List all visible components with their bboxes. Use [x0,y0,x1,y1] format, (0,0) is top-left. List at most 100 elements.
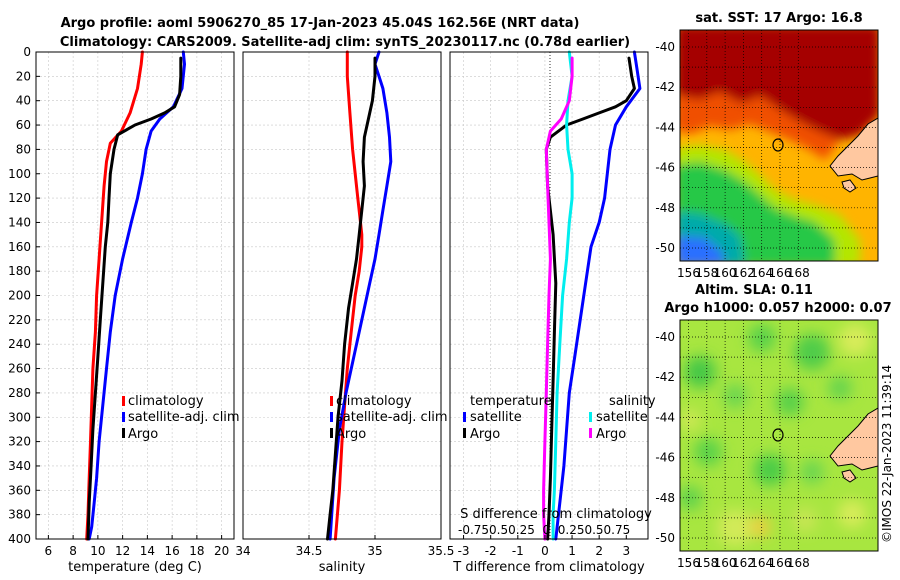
series-line-temperature-argo [544,56,636,541]
legend-argo: Argo [128,427,158,442]
x-tick-label: 2 [595,544,603,558]
lon-tick-label: 168 [787,556,810,570]
x-tick-label: 0 [541,544,549,558]
series-line-satellite-adj-clim [328,50,393,541]
x-tick-label: 20 [214,544,229,558]
title-line-2: Climatology: CARS2009. Satellite-adj cli… [60,35,630,50]
y-tick-label: 340 [8,459,31,473]
legend-swatch-t-satellite [463,412,466,422]
x-tick-label: 35 [367,544,382,558]
legend-climatology: climatology [128,394,204,409]
legend-header-salinity: salinity [609,394,656,409]
lon-tick-label: 158 [695,556,718,570]
lon-tick-label: 166 [769,266,792,280]
y-tick-label: 240 [8,337,31,351]
temperature-panel: 0 20 40 60 80 100 120 140 160 180 200 220 240 260 280 3… [8,45,240,575]
lat-tick-label: -50 [655,241,675,255]
y-tick-label: 400 [8,532,31,546]
legend-argo: Argo [336,427,366,442]
x-tick-label: 35.5 [428,544,455,558]
x-tick-label: 34 [235,544,250,558]
salinity-difference-axis-label: S difference from climatology [460,507,652,522]
y-tick-label: 120 [8,191,31,205]
lat-tick-label: -48 [655,491,675,505]
legend-swatch-s-satellite [589,412,592,422]
legend-s-satellite: satellite [596,410,648,425]
sst-map-title: sat. SST: 17 Argo: 16.8 [695,11,862,26]
title-line-1: Argo profile: aoml 5906270_85 17-Jan-202… [61,16,580,31]
series-line-argo [326,56,377,541]
lon-tick-label: 158 [695,266,718,280]
sla-map-title-1: Altim. SLA: 0.11 [695,283,813,298]
salinity-difference-ticks: -0.750.50.25 0 0.250.50.75 [458,523,630,537]
argo-position-marker [772,138,784,152]
legend-swatch-s-argo [589,428,592,438]
y-tick-label: 180 [8,264,31,278]
legend-s-argo: Argo [596,427,626,442]
lat-tick-label: -42 [655,80,675,94]
x-tick-label: 34.5 [296,544,323,558]
legend-swatch-argo [330,428,333,438]
salinity-legend: climatology satellite-adj. clim Argo [330,394,448,442]
y-tick-label: 140 [8,215,31,229]
lon-tick-label: 166 [769,556,792,570]
lat-tick-label: -40 [655,40,675,54]
x-tick-label: 18 [189,544,204,558]
lat-tick-label: -40 [655,330,675,344]
series-line-temperature-satellite [554,50,642,541]
y-tick-label: 300 [8,410,31,424]
x-tick-label: 12 [115,544,130,558]
legend-swatch-t-argo [463,428,466,438]
y-tick-label: 80 [16,142,31,156]
x-tick-label: 1 [568,544,576,558]
y-tick-label: 40 [16,94,31,108]
argo-position-marker [772,428,784,442]
difference-panel: -3 -2 -1 0 1 2 3 T difference from climatology… [449,50,656,575]
lon-tick-label: 160 [714,266,737,280]
legend-satellite-adj-clim: satellite-adj. clim [336,410,448,425]
lon-tick-label: 162 [732,266,755,280]
lat-tick-label: -46 [655,451,675,465]
lat-tick-label: -44 [655,410,675,424]
sla-map: Altim. SLA: 0.11 Argo h1000: 0.057 h2000… [655,283,891,570]
series-line-salinity-satellite [551,50,574,541]
y-tick-label: 220 [8,313,31,327]
legend-swatch-argo [122,428,125,438]
lat-tick-label: -46 [655,161,675,175]
sla-map-title-2: Argo h1000: 0.057 h2000: 0.07 [664,301,891,316]
legend-t-satellite: satellite [470,410,522,425]
x-tick-label: -2 [485,544,497,558]
lon-tick-label: 156 [677,266,700,280]
imos-watermark: ©IMOS 22-Jan-2023 11:39:14 [880,365,894,543]
series-line-salinity-argo [542,56,574,541]
lat-tick-label: -42 [655,370,675,384]
y-tick-label: 360 [8,483,31,497]
x-tick-label: 16 [164,544,179,558]
x-tick-label: 10 [90,544,105,558]
lat-tick-label: -44 [655,120,675,134]
x-tick-label: 14 [140,544,155,558]
legend-header-temperature: temperature [470,394,552,409]
series-line-climatology [333,50,364,541]
y-tick-label: 60 [16,118,31,132]
legend-swatch-satellite [122,412,125,422]
sst-map: sat. SST: 17 Argo: 16.8 1561581601621641… [655,11,879,280]
y-tick-label: 280 [8,386,31,400]
lon-tick-label: 160 [714,556,737,570]
legend-swatch-climatology [330,396,333,406]
lon-tick-label: 162 [732,556,755,570]
x-tick-label: -3 [458,544,470,558]
lon-tick-label: 164 [750,556,773,570]
y-tick-label: 20 [16,69,31,83]
salinity-panel: 34 34.5 35 35.5 salinity climatology satell… [235,50,455,575]
x-tick-label: 6 [45,544,53,558]
lon-tick-label: 168 [787,266,810,280]
y-tick-label: 320 [8,435,31,449]
x-tick-label: 3 [622,544,630,558]
temperature-xlabel: temperature (deg C) [68,560,202,575]
salinity-xlabel: salinity [319,560,366,575]
lat-tick-label: -48 [655,201,675,215]
lon-tick-label: 164 [750,266,773,280]
x-tick-label: -1 [512,544,524,558]
